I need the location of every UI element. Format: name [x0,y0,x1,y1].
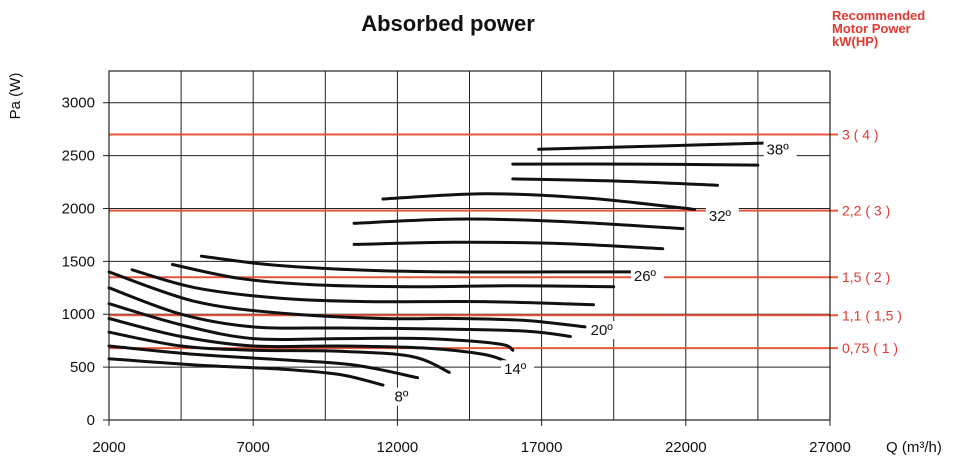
angle-label-background [501,360,535,379]
fan-curve [107,357,385,387]
x-tick-label: 2000 [92,439,125,456]
fan-curve [170,263,616,289]
angle-label-background [705,206,739,225]
y-axis-label: Pa (W) [7,73,24,120]
motor-power-label: 3 ( 4 ) [842,126,879,142]
fan-curve [107,344,420,380]
angle-label-background [587,321,621,340]
y-tick-label: 3000 [62,95,95,112]
blade-angle-label: 26º [634,268,657,285]
fan-curve [537,141,774,151]
fan-curve [107,286,572,338]
blade-angle-label: 38º [767,141,790,158]
fan-curve [511,162,760,167]
x-tick-label: 12000 [377,439,419,456]
plot-frame [108,70,831,421]
fan-curve [352,217,685,231]
blade-angle-label: 20º [591,322,614,339]
angle-label-background [630,267,664,286]
fan-curve [107,270,587,329]
y-tick-label: 500 [70,359,95,376]
y-tick-label: 0 [87,412,95,429]
blade-angle-labels: 8º 14º 20º 26º 32º 38º [391,140,797,406]
motor-power-label: 1,5 ( 2 ) [842,269,890,285]
fan-curve [107,302,515,352]
motor-power-title-line-3: kW(HP) [832,34,878,49]
angle-label-background [763,140,797,159]
angle-label-background [391,387,416,406]
motor-power-lines: 3 ( 4 ) 2,2 ( 3 ) 1,5 ( 2 ) 1,1 ( 1,5 ) 0,75… [109,126,902,356]
fan-curve [107,317,512,365]
fan-curve [381,192,696,211]
fan-curve [130,268,595,307]
motor-power-label: 0,75 ( 1 ) [842,340,898,356]
axis-ticks: 2000 7000 12000 17000 22000 27000 0 500 1000 1500… [62,95,851,456]
x-tick-label: 22000 [665,439,707,456]
blade-angle-label: 14º [504,361,527,378]
y-tick-label: 2000 [62,200,95,217]
blade-angle-label: 32º [709,208,732,225]
fan-curve [511,177,719,187]
motor-power-label: 1,1 ( 1,5 ) [842,307,902,323]
x-axis-label: Q (m³/h) [886,439,942,456]
blade-angle-label: 8º [395,389,409,406]
x-tick-label: 17000 [521,439,563,456]
motor-power-label: 2,2 ( 3 ) [842,203,890,219]
fan-curve [199,254,647,274]
chart-title: Absorbed power [361,11,535,36]
y-tick-label: 1500 [62,253,95,270]
motor-power-title-line-1: Recommended [832,8,925,23]
y-tick-label: 1000 [62,306,95,323]
fan-curves [107,141,774,387]
motor-power-title-line-2: Motor Power [832,21,911,36]
x-tick-label: 27000 [809,439,851,456]
x-tick-label: 7000 [237,439,270,456]
fan-curve [107,330,451,374]
y-tick-label: 2500 [62,148,95,165]
fan-curve [352,240,665,251]
